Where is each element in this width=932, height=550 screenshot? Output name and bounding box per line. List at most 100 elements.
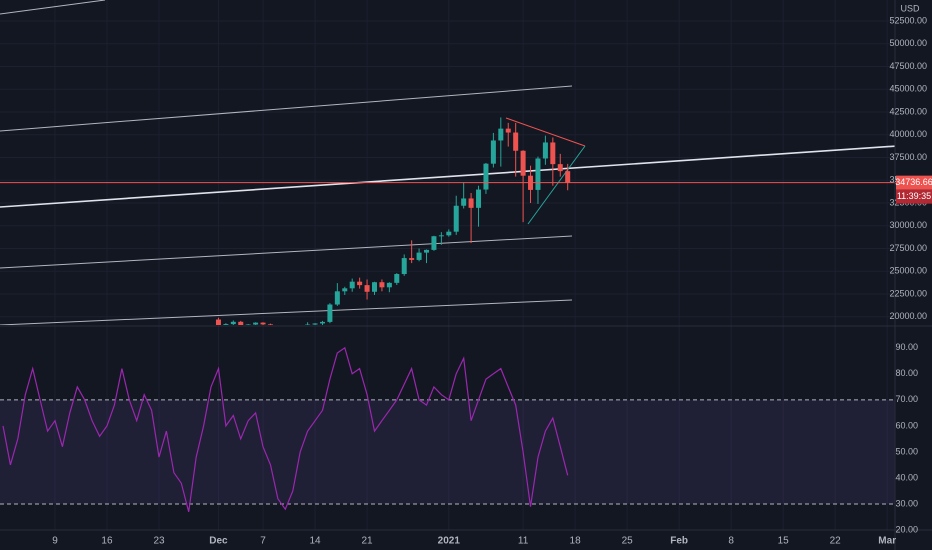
y-tick-label: 60.00 (895, 420, 918, 430)
x-tick-label: 16 (101, 536, 113, 547)
candle-body (238, 321, 244, 325)
candle-body (535, 158, 541, 190)
y-tick-label: 70.00 (895, 394, 918, 404)
candle-body (386, 282, 392, 288)
y-tick-label: 20.00 (895, 524, 918, 534)
y-tick-label: 40000.00 (889, 129, 927, 139)
candle-body (490, 140, 496, 164)
y-tick-label: 20000.00 (889, 311, 927, 321)
x-tick-label: 23 (153, 536, 165, 547)
x-tick-label: 8 (728, 536, 734, 547)
rsi-band (0, 399, 895, 504)
rsi-pane (0, 346, 895, 512)
x-tick-label: 11 (518, 536, 529, 547)
y-tick-label: 22500.00 (889, 288, 927, 298)
candle-body (542, 142, 548, 159)
candle-body (557, 164, 563, 172)
candle-body (334, 291, 340, 305)
candle-body (283, 330, 288, 333)
triangle-upper (505, 117, 586, 147)
candle-body (275, 330, 280, 332)
y-tick-label: 90.00 (895, 342, 918, 352)
x-tick-label: Feb (670, 536, 688, 547)
candle-body (416, 252, 422, 260)
y-tick-label: 40.00 (895, 472, 918, 482)
triangle-lower (527, 145, 586, 225)
last-price-box (896, 175, 932, 190)
candle-body (298, 328, 303, 335)
x-tick-label: Mar (878, 536, 896, 547)
candle-body (267, 324, 273, 325)
candle-body (342, 288, 348, 292)
axes: 20000.00 22500.00 25000.00 27500.00 30000.00… (52, 15, 932, 547)
candle-body (505, 128, 511, 133)
y-tick-label: 50000.00 (889, 38, 927, 48)
candle-body (520, 150, 526, 176)
y-tick-label: 30.00 (895, 498, 918, 508)
candle-body (253, 322, 259, 325)
candle-body (260, 322, 266, 325)
candle-body (424, 249, 430, 253)
rsi-line (2, 346, 569, 512)
last-price-label: 34736.66 (895, 177, 932, 187)
candle-body (215, 319, 221, 325)
x-tick-label: 18 (570, 536, 582, 547)
trend-line (0, 145, 895, 208)
y-tick-label: 80.00 (895, 368, 918, 378)
candle-body (357, 281, 363, 286)
candle-body (401, 258, 407, 275)
x-tick-label: 14 (309, 536, 321, 547)
countdown: 11:39:35 (897, 191, 931, 201)
x-tick-label: 9 (52, 536, 58, 547)
candle-body (453, 205, 459, 232)
candle-body (312, 323, 318, 325)
candle-body (550, 142, 556, 165)
channel-line (0, 85, 573, 132)
candle-body (379, 282, 385, 288)
y-tick-label: 37500.00 (889, 152, 927, 162)
x-tick-label: 22 (830, 536, 842, 547)
candle-body (461, 198, 467, 206)
candle-body (446, 231, 452, 236)
y-tick-label: 52500.00 (889, 15, 927, 25)
candle-body (476, 189, 482, 208)
candle-body (245, 324, 251, 325)
candle-body (431, 236, 437, 250)
x-tick-label: 7 (260, 536, 266, 547)
candle-body (305, 324, 311, 325)
currency: USD (900, 3, 920, 13)
candle-body (364, 285, 370, 292)
trend-line (0, 0, 106, 15)
candle-body (223, 324, 229, 325)
candle-body (483, 163, 489, 190)
candle-body (319, 321, 325, 324)
y-tick-label: 30000.00 (889, 220, 927, 230)
price-pane (0, 0, 895, 335)
candle-body (371, 282, 377, 292)
x-tick-label: 15 (778, 536, 790, 547)
candle-body (394, 274, 400, 283)
y-tick-label: 25000.00 (889, 266, 927, 276)
grid (0, 0, 895, 530)
channel-line (0, 299, 573, 325)
candle-body (438, 235, 444, 237)
candle-body (349, 281, 355, 289)
x-tick-label: 25 (622, 536, 634, 547)
x-tick-label: 2021 (438, 536, 461, 547)
x-tick-label: Dec (209, 536, 228, 547)
candle-body (290, 333, 295, 335)
y-tick-label: 42500.00 (889, 106, 927, 116)
y-tick-label: 47500.00 (889, 61, 927, 71)
candle-body (565, 171, 571, 183)
countdown-box (896, 189, 932, 204)
candle-body (327, 304, 333, 322)
y-tick-label: 27500.00 (889, 243, 927, 253)
x-tick-label: 21 (362, 536, 374, 547)
y-tick-label: 50.00 (895, 446, 918, 456)
y-tick-label: 45000.00 (889, 84, 927, 94)
candle-body (230, 321, 236, 325)
candle-body (513, 132, 519, 151)
channel-line (0, 235, 573, 269)
candle-body (498, 128, 504, 141)
